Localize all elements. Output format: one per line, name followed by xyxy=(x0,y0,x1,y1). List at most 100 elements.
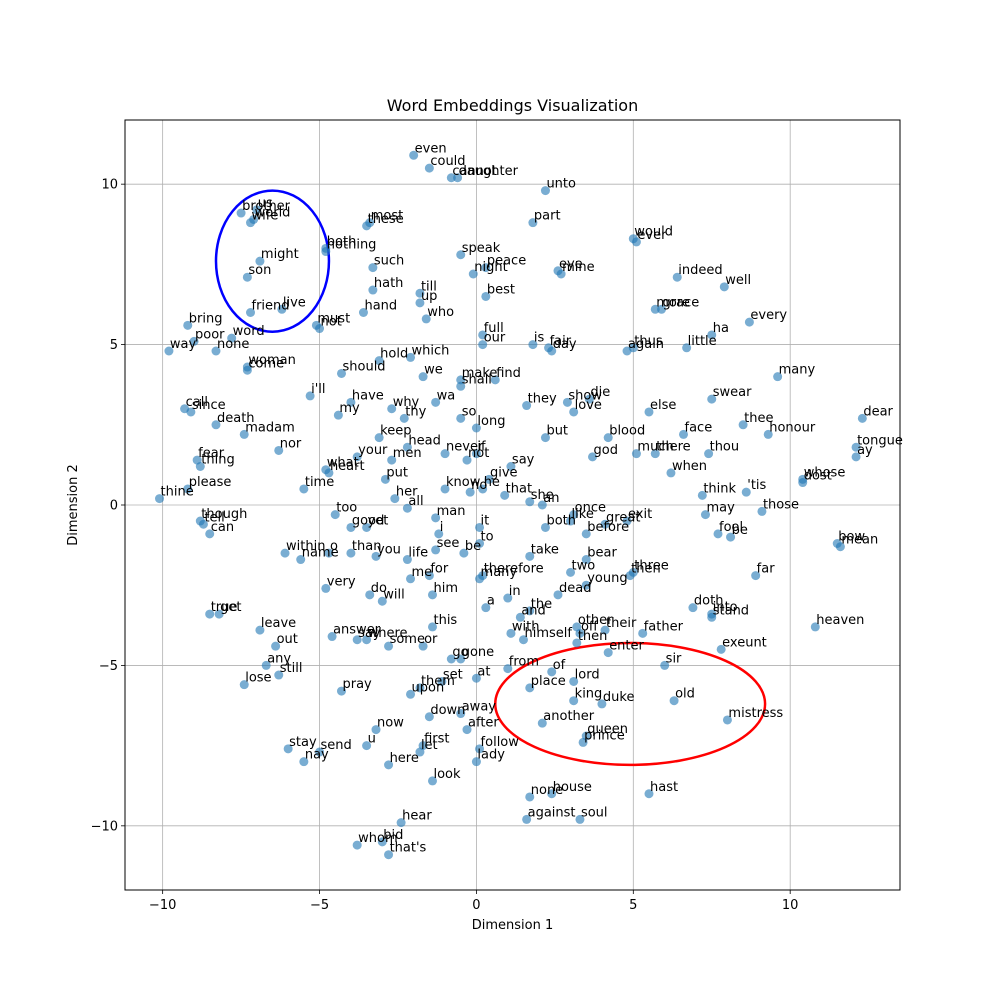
word-label: show xyxy=(568,388,602,403)
word-label: away xyxy=(462,700,497,715)
word-label: set xyxy=(443,667,463,682)
data-point xyxy=(475,522,485,532)
word-label: exit xyxy=(628,507,652,522)
data-point xyxy=(255,625,265,635)
data-point xyxy=(352,635,362,645)
word-label: shall xyxy=(462,372,492,387)
data-point xyxy=(719,282,729,292)
data-point xyxy=(446,173,456,183)
word-label: queen xyxy=(587,722,628,737)
data-point xyxy=(650,304,660,314)
word-label: old xyxy=(675,687,695,702)
word-label: true xyxy=(211,600,238,615)
data-point xyxy=(581,529,591,539)
word-label: here xyxy=(390,751,419,766)
word-label: dead xyxy=(559,581,591,596)
data-point xyxy=(396,818,406,828)
word-label: this xyxy=(433,613,457,628)
word-label: is xyxy=(534,331,545,346)
word-label: bid xyxy=(383,828,403,843)
data-point xyxy=(503,664,513,674)
word-label: way xyxy=(170,337,197,352)
word-label: find xyxy=(496,366,521,381)
word-label: more xyxy=(656,295,690,310)
data-point xyxy=(506,462,516,471)
data-point xyxy=(402,555,412,565)
data-point xyxy=(242,272,252,282)
word-label: mistress xyxy=(728,706,783,721)
word-label: why xyxy=(393,395,420,410)
word-label: nay xyxy=(305,748,329,763)
data-point xyxy=(377,837,387,847)
word-label: answer xyxy=(333,623,381,638)
data-point xyxy=(704,449,714,459)
data-point xyxy=(211,420,221,430)
highlight-ellipse xyxy=(493,641,767,767)
word-label: fear xyxy=(198,446,225,461)
word-label: say xyxy=(358,626,381,641)
word-label: whom xyxy=(358,831,398,846)
data-point xyxy=(575,628,585,638)
data-point xyxy=(406,689,416,699)
data-point xyxy=(547,667,557,677)
word-label: whose xyxy=(804,465,846,480)
word-label: with xyxy=(512,619,540,634)
data-point xyxy=(581,580,591,590)
word-label: poor xyxy=(195,327,225,342)
data-point xyxy=(456,381,466,391)
word-label: would xyxy=(634,225,673,240)
word-label: death xyxy=(217,411,255,426)
word-label: into xyxy=(713,600,738,615)
word-label: face xyxy=(685,420,713,435)
word-label: most xyxy=(371,209,404,224)
data-point xyxy=(296,555,306,565)
data-point xyxy=(246,308,256,317)
word-label: or xyxy=(424,632,438,647)
word-label: lord xyxy=(575,667,600,682)
data-point xyxy=(660,660,670,670)
word-label: grace xyxy=(663,295,700,310)
data-point xyxy=(315,747,325,757)
word-label: like xyxy=(572,507,594,522)
word-label: let xyxy=(421,738,438,753)
data-point xyxy=(431,545,441,555)
word-label: two xyxy=(572,558,596,573)
word-label: life xyxy=(408,546,428,561)
data-point xyxy=(722,715,732,725)
word-label: her xyxy=(396,485,418,500)
word-label: doth xyxy=(694,594,724,609)
data-point xyxy=(638,628,648,638)
data-point xyxy=(211,346,221,356)
word-label: against xyxy=(528,805,576,820)
word-label: see xyxy=(437,536,460,551)
word-label: full xyxy=(484,321,504,336)
data-point xyxy=(713,529,723,539)
data-point xyxy=(851,442,861,452)
data-point xyxy=(631,449,641,459)
word-label: eye xyxy=(559,257,583,272)
data-point xyxy=(622,516,632,526)
data-point xyxy=(440,484,450,494)
word-label: get xyxy=(220,600,241,615)
word-label: none xyxy=(217,337,249,352)
word-label: stand xyxy=(713,603,749,618)
data-point xyxy=(597,699,607,709)
annotation-layer xyxy=(214,189,767,767)
data-point xyxy=(741,487,751,497)
word-label: much xyxy=(637,440,673,455)
x-tick-label: −10 xyxy=(149,898,176,913)
word-label: unto xyxy=(546,177,576,192)
data-point xyxy=(462,725,472,735)
word-label: at xyxy=(477,664,490,679)
data-point xyxy=(271,641,281,651)
data-point xyxy=(481,263,491,273)
word-label: never xyxy=(446,440,484,455)
word-label: him xyxy=(433,581,458,596)
data-point xyxy=(475,539,485,548)
word-label: i xyxy=(440,520,444,535)
data-point xyxy=(481,291,491,301)
data-point xyxy=(242,365,252,375)
data-point xyxy=(726,532,736,542)
word-label: daughter xyxy=(459,164,519,179)
